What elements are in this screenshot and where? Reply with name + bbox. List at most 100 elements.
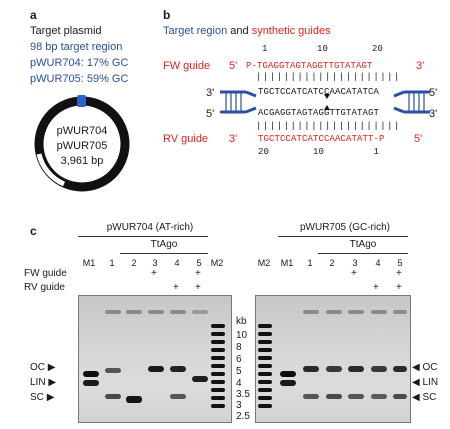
band bbox=[393, 366, 407, 372]
title-target-region: Target region bbox=[163, 25, 228, 37]
triangle-right-icon: ▶ bbox=[48, 377, 57, 388]
marker-text: SC bbox=[30, 392, 44, 403]
plus-sign: + bbox=[396, 268, 402, 279]
band bbox=[170, 366, 186, 372]
gel-left-image bbox=[78, 295, 232, 423]
fw-guide-row-label: FW guide bbox=[24, 268, 67, 279]
ladder-band bbox=[211, 404, 225, 408]
band bbox=[170, 394, 186, 399]
right-marker-sc: ◀ SC bbox=[412, 392, 436, 403]
band bbox=[371, 366, 387, 372]
lane-label: 1 bbox=[109, 258, 115, 268]
fw-base-pair-bars: ||||||||||||||||||||| bbox=[256, 72, 401, 82]
triangle-right-icon: ▶ bbox=[46, 392, 55, 403]
ladder-band bbox=[258, 388, 272, 392]
ladder-band bbox=[258, 348, 272, 352]
band bbox=[326, 394, 342, 399]
cleavage-arrow-up-icon bbox=[324, 105, 330, 110]
lane-label: 3 bbox=[152, 258, 158, 268]
target-top-strand: TGCTCCATCATCCAACATATCA bbox=[258, 87, 380, 97]
lane-label: 2 bbox=[329, 258, 335, 268]
panel-a-title: Target plasmid bbox=[30, 25, 102, 37]
gel-right-title: pWUR705 (GC-rich) bbox=[299, 222, 390, 233]
band bbox=[126, 396, 142, 403]
rv-5prime: 5' bbox=[414, 133, 423, 145]
lane-label: M2 bbox=[210, 258, 224, 268]
marker-text: SC bbox=[422, 392, 437, 403]
rv-position-ticks: 20 10 1 bbox=[258, 147, 380, 157]
band bbox=[148, 366, 164, 372]
lane-label: 5 bbox=[196, 258, 202, 268]
lane-label: 4 bbox=[174, 258, 180, 268]
gel-left-ttago: TtAgo bbox=[150, 239, 178, 250]
band bbox=[303, 394, 319, 399]
title-and: and bbox=[227, 25, 252, 37]
plasmid-size: 3,961 bp bbox=[60, 155, 104, 167]
target-left-5prime: 5' bbox=[206, 108, 215, 120]
triangle-left-icon: ◀ bbox=[412, 362, 420, 373]
fw-5prime: 5' bbox=[229, 60, 238, 72]
kb-unit-label: kb bbox=[236, 316, 247, 327]
ladder-band bbox=[211, 364, 225, 368]
band bbox=[326, 310, 342, 314]
right-marker-oc: ◀ OC bbox=[412, 362, 437, 373]
fw-guide-label: FW guide bbox=[163, 60, 211, 72]
left-marker-oc: OC ▶ bbox=[30, 362, 55, 373]
left-dna-helix bbox=[220, 90, 257, 114]
ladder-band bbox=[211, 388, 225, 392]
gc-content-705: pWUR705: 59% GC bbox=[30, 73, 129, 85]
band bbox=[348, 394, 364, 399]
ladder-band bbox=[211, 380, 225, 384]
ladder-band bbox=[211, 356, 225, 360]
rv-guide-sequence: TGCTCCATCATCCAACATATT-P bbox=[258, 134, 385, 144]
plus-sign: + bbox=[151, 268, 157, 279]
kb-value: 6 bbox=[236, 354, 242, 365]
band bbox=[371, 310, 387, 314]
gel-left-title: pWUR704 (AT-rich) bbox=[106, 222, 194, 233]
panel-a-label: a bbox=[30, 8, 37, 22]
fw-position-ticks: 1 10 20 bbox=[262, 44, 384, 54]
panel-b-title: Target region and synthetic guides bbox=[163, 25, 331, 37]
plasmid-name-2: pWUR705 bbox=[56, 140, 108, 152]
gel-right-ttago-rule bbox=[318, 253, 408, 254]
kb-value: 4 bbox=[236, 378, 242, 389]
target-dna-duplex bbox=[220, 90, 430, 114]
band bbox=[371, 394, 387, 399]
plus-sign: + bbox=[373, 282, 379, 293]
kb-value: 3 bbox=[236, 400, 242, 411]
gel-left-title-rule bbox=[78, 236, 208, 237]
left-marker-sc: SC ▶ bbox=[30, 392, 54, 403]
ladder-band bbox=[211, 332, 225, 336]
band bbox=[348, 366, 364, 372]
target-right-3prime: 3' bbox=[429, 108, 438, 120]
lane-label: M2 bbox=[257, 258, 271, 268]
ladder-band bbox=[211, 340, 225, 344]
lane-label: 3 bbox=[352, 258, 358, 268]
ladder-band bbox=[211, 396, 225, 400]
right-dna-helix bbox=[393, 90, 430, 114]
band bbox=[348, 310, 364, 314]
lane-label: M1 bbox=[82, 258, 96, 268]
ladder-band bbox=[258, 332, 272, 336]
plus-sign: + bbox=[396, 282, 402, 293]
triangle-right-icon: ▶ bbox=[47, 362, 56, 373]
marker-text: OC bbox=[422, 362, 438, 373]
rv-guide-row-label: RV guide bbox=[24, 282, 65, 293]
right-marker-lin: ◀ LIN bbox=[412, 377, 438, 388]
band bbox=[105, 368, 121, 373]
triangle-left-icon: ◀ bbox=[412, 392, 420, 403]
gel-right-ttago: TtAgo bbox=[349, 239, 377, 250]
plus-sign: + bbox=[195, 282, 201, 293]
ladder-band bbox=[258, 324, 272, 328]
band bbox=[192, 310, 208, 314]
ladder-band bbox=[258, 404, 272, 408]
kb-value: 5 bbox=[236, 366, 242, 377]
band bbox=[303, 366, 319, 372]
marker-text: LIN bbox=[422, 377, 439, 388]
lane-label: 5 bbox=[397, 258, 403, 268]
ladder-band bbox=[211, 348, 225, 352]
fw-guide-sequence: P-TGAGGTAGTAGGTTGTATAGT bbox=[246, 61, 373, 71]
ladder-band bbox=[258, 380, 272, 384]
ladder-band bbox=[258, 396, 272, 400]
band bbox=[192, 376, 208, 382]
